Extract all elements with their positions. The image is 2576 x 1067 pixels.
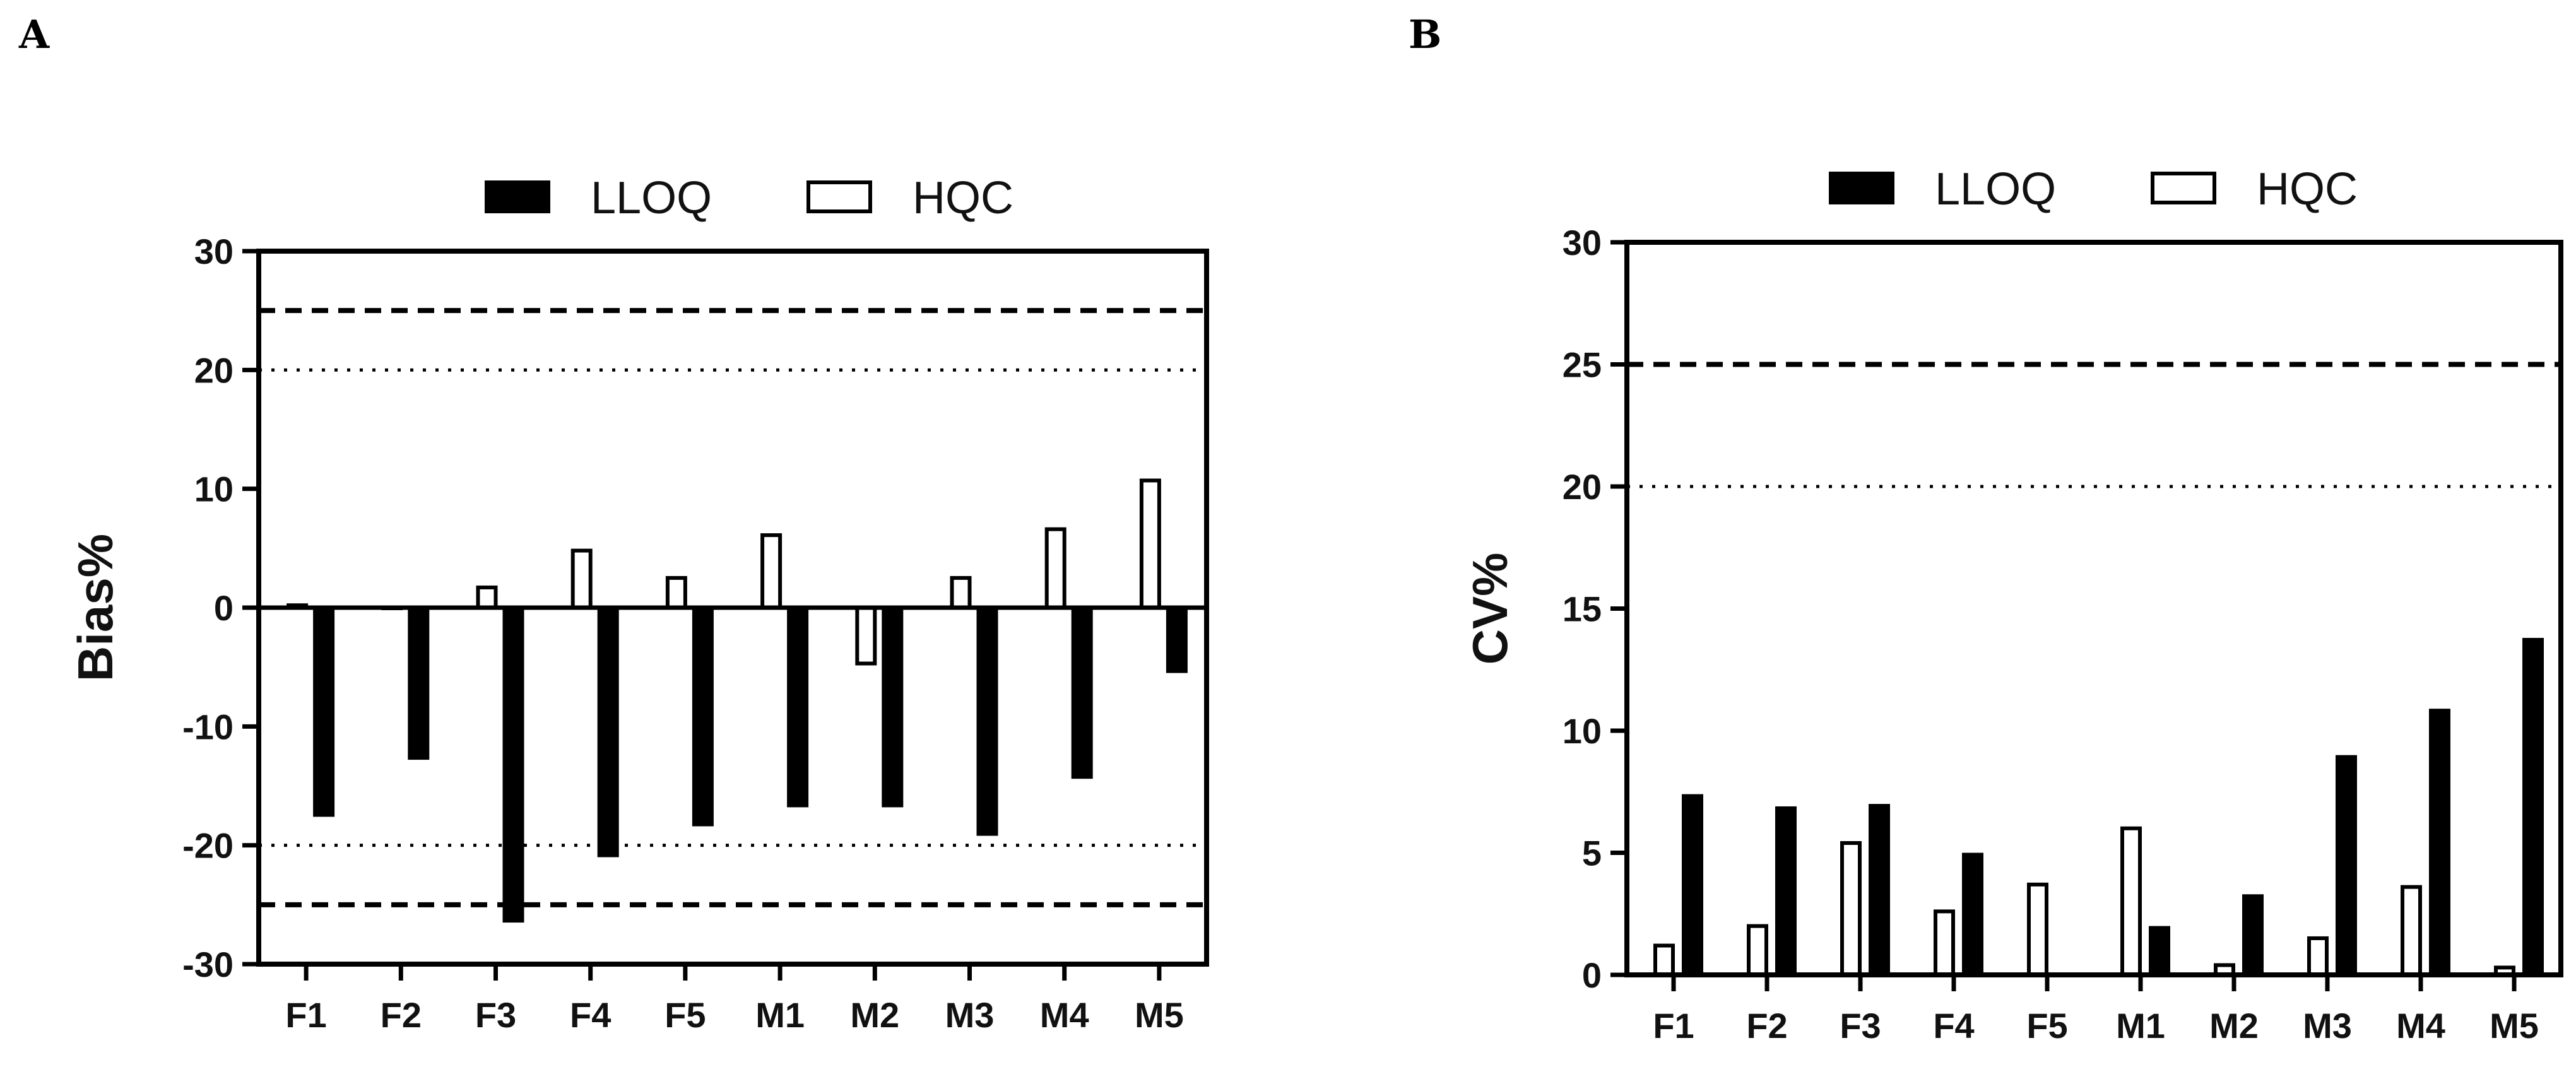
x-label-a-f5: F5 xyxy=(665,995,706,1035)
bar-b-hqc-f5 xyxy=(2027,882,2048,977)
y-tick-label-a: -10 xyxy=(182,707,233,746)
y-tick-label-a: -30 xyxy=(182,945,233,984)
x-label-a-f1: F1 xyxy=(285,995,326,1035)
y-tick-label-b: 0 xyxy=(1582,955,1602,995)
bar-b-hqc-m3 xyxy=(2307,936,2329,977)
x-label-a-f3: F3 xyxy=(475,995,516,1035)
x-label-b-m2: M2 xyxy=(2209,1006,2259,1046)
bar-a-lloq-f1 xyxy=(313,608,335,817)
legend-swatch-a-lloq xyxy=(485,180,550,213)
bar-a-lloq-f4 xyxy=(597,608,619,858)
x-label-a-f2: F2 xyxy=(381,995,422,1035)
bar-a-lloq-m5 xyxy=(1166,608,1188,673)
legend-label-a-lloq: LLOQ xyxy=(591,173,712,223)
panel-a-label: A xyxy=(19,11,50,57)
x-label-b-f3: F3 xyxy=(1840,1006,1881,1046)
x-label-b-f2: F2 xyxy=(1746,1006,1787,1046)
x-label-b-m5: M5 xyxy=(2490,1006,2539,1046)
x-label-b-m4: M4 xyxy=(2396,1006,2445,1046)
bar-a-lloq-f5 xyxy=(692,608,714,827)
bar-b-hqc-f4 xyxy=(1934,909,1955,977)
y-tick-label-b: 30 xyxy=(1563,223,1602,262)
y-tick-label-a: 30 xyxy=(194,232,233,271)
x-label-b-f5: F5 xyxy=(2026,1006,2067,1046)
bar-b-lloq-f4 xyxy=(1962,852,1983,975)
x-label-a-m5: M5 xyxy=(1135,995,1184,1035)
bar-a-hqc-m3 xyxy=(950,575,972,610)
y-tick-label-a: -20 xyxy=(182,826,233,866)
legend-label-b-lloq: LLOQ xyxy=(1935,164,2056,215)
x-label-b-m1: M1 xyxy=(2116,1006,2165,1046)
y-tick-label-b: 10 xyxy=(1563,711,1602,751)
bar-b-hqc-f1 xyxy=(1653,943,1675,977)
bias-chart: -30 -20 -10 0 10 20 30 F1 F2 F3 F4 F5 M1 M2 M3 M4 M5 Bias… xyxy=(68,173,1209,1035)
bar-b-hqc-m1 xyxy=(2120,826,2142,977)
bar-a-lloq-f2 xyxy=(408,608,430,760)
bar-a-hqc-f4 xyxy=(570,548,593,610)
bar-a-lloq-m3 xyxy=(976,608,998,836)
y-tick-label-a: 10 xyxy=(194,469,233,509)
x-label-a-m1: M1 xyxy=(755,995,805,1035)
bar-a-lloq-f3 xyxy=(502,608,524,923)
y-axis-title-a: Bias% xyxy=(68,534,123,681)
bar-a-lloq-m2 xyxy=(882,608,904,808)
x-label-a-f4: F4 xyxy=(570,995,611,1035)
bar-b-lloq-m5 xyxy=(2522,637,2544,975)
y-tick-label-b: 15 xyxy=(1563,589,1602,629)
y-axis-title-b: CV% xyxy=(1462,553,1518,665)
legend-label-b-hqc: HQC xyxy=(2257,164,2358,215)
bar-b-lloq-m2 xyxy=(2242,894,2264,975)
x-label-b-f1: F1 xyxy=(1653,1006,1694,1046)
legend-swatch-b-hqc xyxy=(2151,172,2216,204)
bar-b-lloq-f2 xyxy=(1775,806,1797,975)
legend-label-a-hqc: HQC xyxy=(913,173,1013,223)
bar-a-lloq-m4 xyxy=(1071,608,1093,779)
bar-b-hqc-f3 xyxy=(1840,841,1862,977)
bar-b-lloq-m3 xyxy=(2336,755,2357,975)
bar-b-lloq-f3 xyxy=(1869,804,1890,975)
bar-b-lloq-m1 xyxy=(2149,926,2170,975)
panel-b-label: B xyxy=(1409,11,1442,57)
legend-swatch-a-hqc xyxy=(806,180,872,213)
y-tick-label-a: 20 xyxy=(194,350,233,390)
bar-a-hqc-f5 xyxy=(665,575,687,610)
bar-a-lloq-m1 xyxy=(787,608,809,808)
x-label-b-m3: M3 xyxy=(2303,1006,2352,1046)
bar-b-hqc-m4 xyxy=(2401,885,2422,977)
y-tick-label-b: 5 xyxy=(1582,834,1602,873)
x-label-a-m4: M4 xyxy=(1040,995,1089,1035)
x-label-a-m3: M3 xyxy=(945,995,995,1035)
legend-swatch-b-lloq xyxy=(1829,172,1894,204)
x-label-b-f4: F4 xyxy=(1933,1006,1974,1046)
y-tick-label-b: 20 xyxy=(1563,467,1602,507)
bar-b-hqc-f2 xyxy=(1747,924,1768,977)
bar-b-lloq-m4 xyxy=(2429,709,2450,975)
x-label-a-m2: M2 xyxy=(850,995,899,1035)
y-tick-label-a: 0 xyxy=(214,588,233,628)
y-tick-label-b: 25 xyxy=(1563,345,1602,385)
bar-b-lloq-f1 xyxy=(1682,794,1703,975)
plot-frame-b xyxy=(1624,240,2563,977)
